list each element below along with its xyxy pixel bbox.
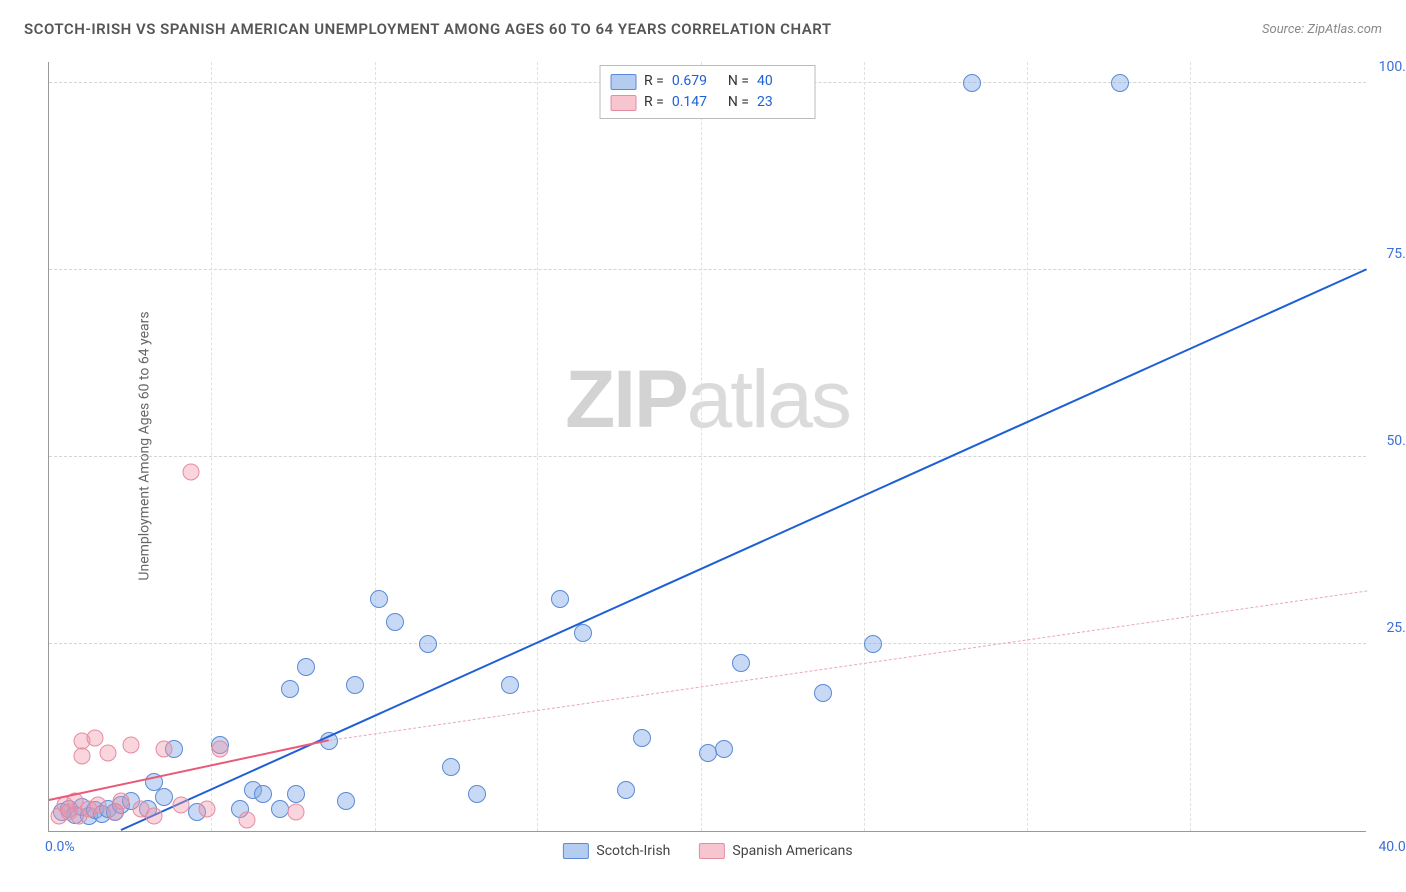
scatter-point <box>156 740 173 757</box>
gridline-v <box>701 62 702 831</box>
scatter-point <box>287 785 305 803</box>
scatter-point <box>699 744 717 762</box>
watermark-bold: ZIP <box>565 354 687 445</box>
gridline-h <box>49 456 1366 457</box>
scatter-point <box>442 758 460 776</box>
r-value-pink: 0.147 <box>672 92 720 113</box>
gridline-v <box>864 62 865 831</box>
legend-label-blue: Scotch-Irish <box>596 843 670 859</box>
scatter-point <box>1111 74 1129 92</box>
swatch-pink-icon <box>698 843 724 859</box>
swatch-blue-icon <box>562 843 588 859</box>
scatter-point <box>617 781 635 799</box>
legend-row-pink: R = 0.147 N = 23 <box>610 92 805 113</box>
scatter-point <box>172 796 189 813</box>
n-label: N = <box>728 71 749 92</box>
y-tick-label: 50.0% <box>1386 433 1406 449</box>
y-tick-label: 25.0% <box>1386 620 1406 636</box>
legend-correlation: R = 0.679 N = 40 R = 0.147 N = 23 <box>599 65 816 119</box>
n-value-blue: 40 <box>757 71 805 92</box>
scatter-point <box>182 464 199 481</box>
scatter-point <box>212 740 229 757</box>
gridline-v <box>1190 62 1191 831</box>
scatter-point <box>732 654 750 672</box>
r-label: R = <box>644 92 664 113</box>
scatter-point <box>254 785 272 803</box>
x-tick-max: 40.0% <box>1378 839 1406 855</box>
chart-container: SCOTCH-IRISH VS SPANISH AMERICAN UNEMPLO… <box>0 0 1406 892</box>
scatter-point <box>87 729 104 746</box>
scatter-point <box>386 613 404 631</box>
scatter-point <box>73 748 90 765</box>
scatter-point <box>346 676 364 694</box>
n-value-pink: 23 <box>757 92 805 113</box>
gridline-v <box>537 62 538 831</box>
scatter-point <box>238 811 255 828</box>
scatter-point <box>370 590 388 608</box>
gridline-h <box>49 643 1366 644</box>
scatter-point <box>281 680 299 698</box>
legend-row-blue: R = 0.679 N = 40 <box>610 71 805 92</box>
scatter-point <box>468 785 486 803</box>
scatter-point <box>123 737 140 754</box>
scatter-point <box>419 635 437 653</box>
plot-area: ZIPatlas R = 0.679 N = 40 R = 0.147 N = … <box>48 62 1366 832</box>
scatter-point <box>113 793 130 810</box>
watermark: ZIPatlas <box>565 353 850 447</box>
n-label: N = <box>728 92 749 113</box>
r-label: R = <box>644 71 664 92</box>
watermark-rest: atlas <box>687 354 850 445</box>
legend-item-blue: Scotch-Irish <box>562 843 670 859</box>
scatter-point <box>288 804 305 821</box>
chart-title: SCOTCH-IRISH VS SPANISH AMERICAN UNEMPLO… <box>24 20 832 38</box>
scatter-point <box>501 676 519 694</box>
gridline-v <box>1027 62 1028 831</box>
r-value-blue: 0.679 <box>672 71 720 92</box>
scatter-point <box>715 740 733 758</box>
scatter-point <box>337 792 355 810</box>
x-tick-min: 0.0% <box>45 839 75 855</box>
source-attribution: Source: ZipAtlas.com <box>1262 22 1382 37</box>
swatch-pink-icon <box>610 95 636 111</box>
scatter-point <box>814 684 832 702</box>
scatter-point <box>864 635 882 653</box>
scatter-point <box>963 74 981 92</box>
scatter-point <box>90 796 107 813</box>
scatter-point <box>155 788 173 806</box>
scatter-point <box>297 658 315 676</box>
y-tick-label: 100.0% <box>1379 59 1406 75</box>
scatter-point <box>574 624 592 642</box>
gridline-v <box>211 62 212 831</box>
legend-label-pink: Spanish Americans <box>732 843 852 859</box>
swatch-blue-icon <box>610 74 636 90</box>
scatter-point <box>100 744 117 761</box>
scatter-point <box>199 800 216 817</box>
legend-item-pink: Spanish Americans <box>698 843 852 859</box>
scatter-point <box>551 590 569 608</box>
gridline-h <box>49 269 1366 270</box>
scatter-point <box>271 800 289 818</box>
legend-series: Scotch-Irish Spanish Americans <box>562 843 852 859</box>
y-tick-label: 75.0% <box>1386 246 1406 262</box>
scatter-point <box>633 729 651 747</box>
scatter-point <box>146 808 163 825</box>
